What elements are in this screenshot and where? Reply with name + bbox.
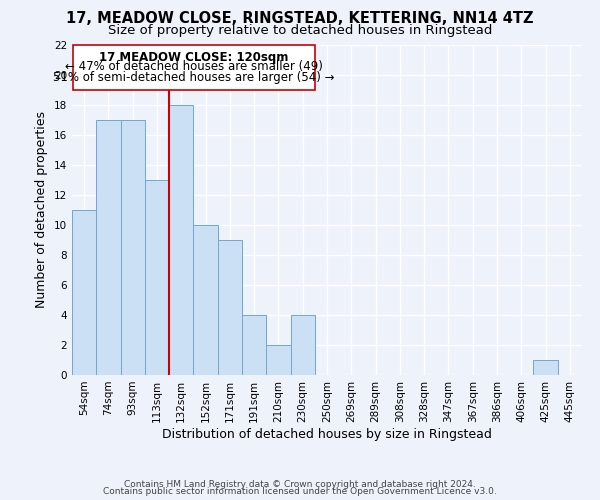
Bar xyxy=(73,45,315,90)
Bar xyxy=(121,120,145,375)
Bar xyxy=(72,210,96,375)
Text: 17 MEADOW CLOSE: 120sqm: 17 MEADOW CLOSE: 120sqm xyxy=(100,51,289,64)
Bar xyxy=(266,345,290,375)
X-axis label: Distribution of detached houses by size in Ringstead: Distribution of detached houses by size … xyxy=(162,428,492,440)
Bar xyxy=(96,120,121,375)
Text: 51% of semi-detached houses are larger (54) →: 51% of semi-detached houses are larger (… xyxy=(53,70,335,84)
Text: 17, MEADOW CLOSE, RINGSTEAD, KETTERING, NN14 4TZ: 17, MEADOW CLOSE, RINGSTEAD, KETTERING, … xyxy=(66,11,534,26)
Bar xyxy=(290,315,315,375)
Text: Contains public sector information licensed under the Open Government Licence v3: Contains public sector information licen… xyxy=(103,488,497,496)
Bar xyxy=(533,360,558,375)
Bar xyxy=(218,240,242,375)
Bar xyxy=(169,105,193,375)
Text: Size of property relative to detached houses in Ringstead: Size of property relative to detached ho… xyxy=(108,24,492,37)
Y-axis label: Number of detached properties: Number of detached properties xyxy=(35,112,49,308)
Text: ← 47% of detached houses are smaller (49): ← 47% of detached houses are smaller (49… xyxy=(65,60,323,73)
Bar xyxy=(145,180,169,375)
Text: Contains HM Land Registry data © Crown copyright and database right 2024.: Contains HM Land Registry data © Crown c… xyxy=(124,480,476,489)
Bar xyxy=(193,225,218,375)
Bar xyxy=(242,315,266,375)
